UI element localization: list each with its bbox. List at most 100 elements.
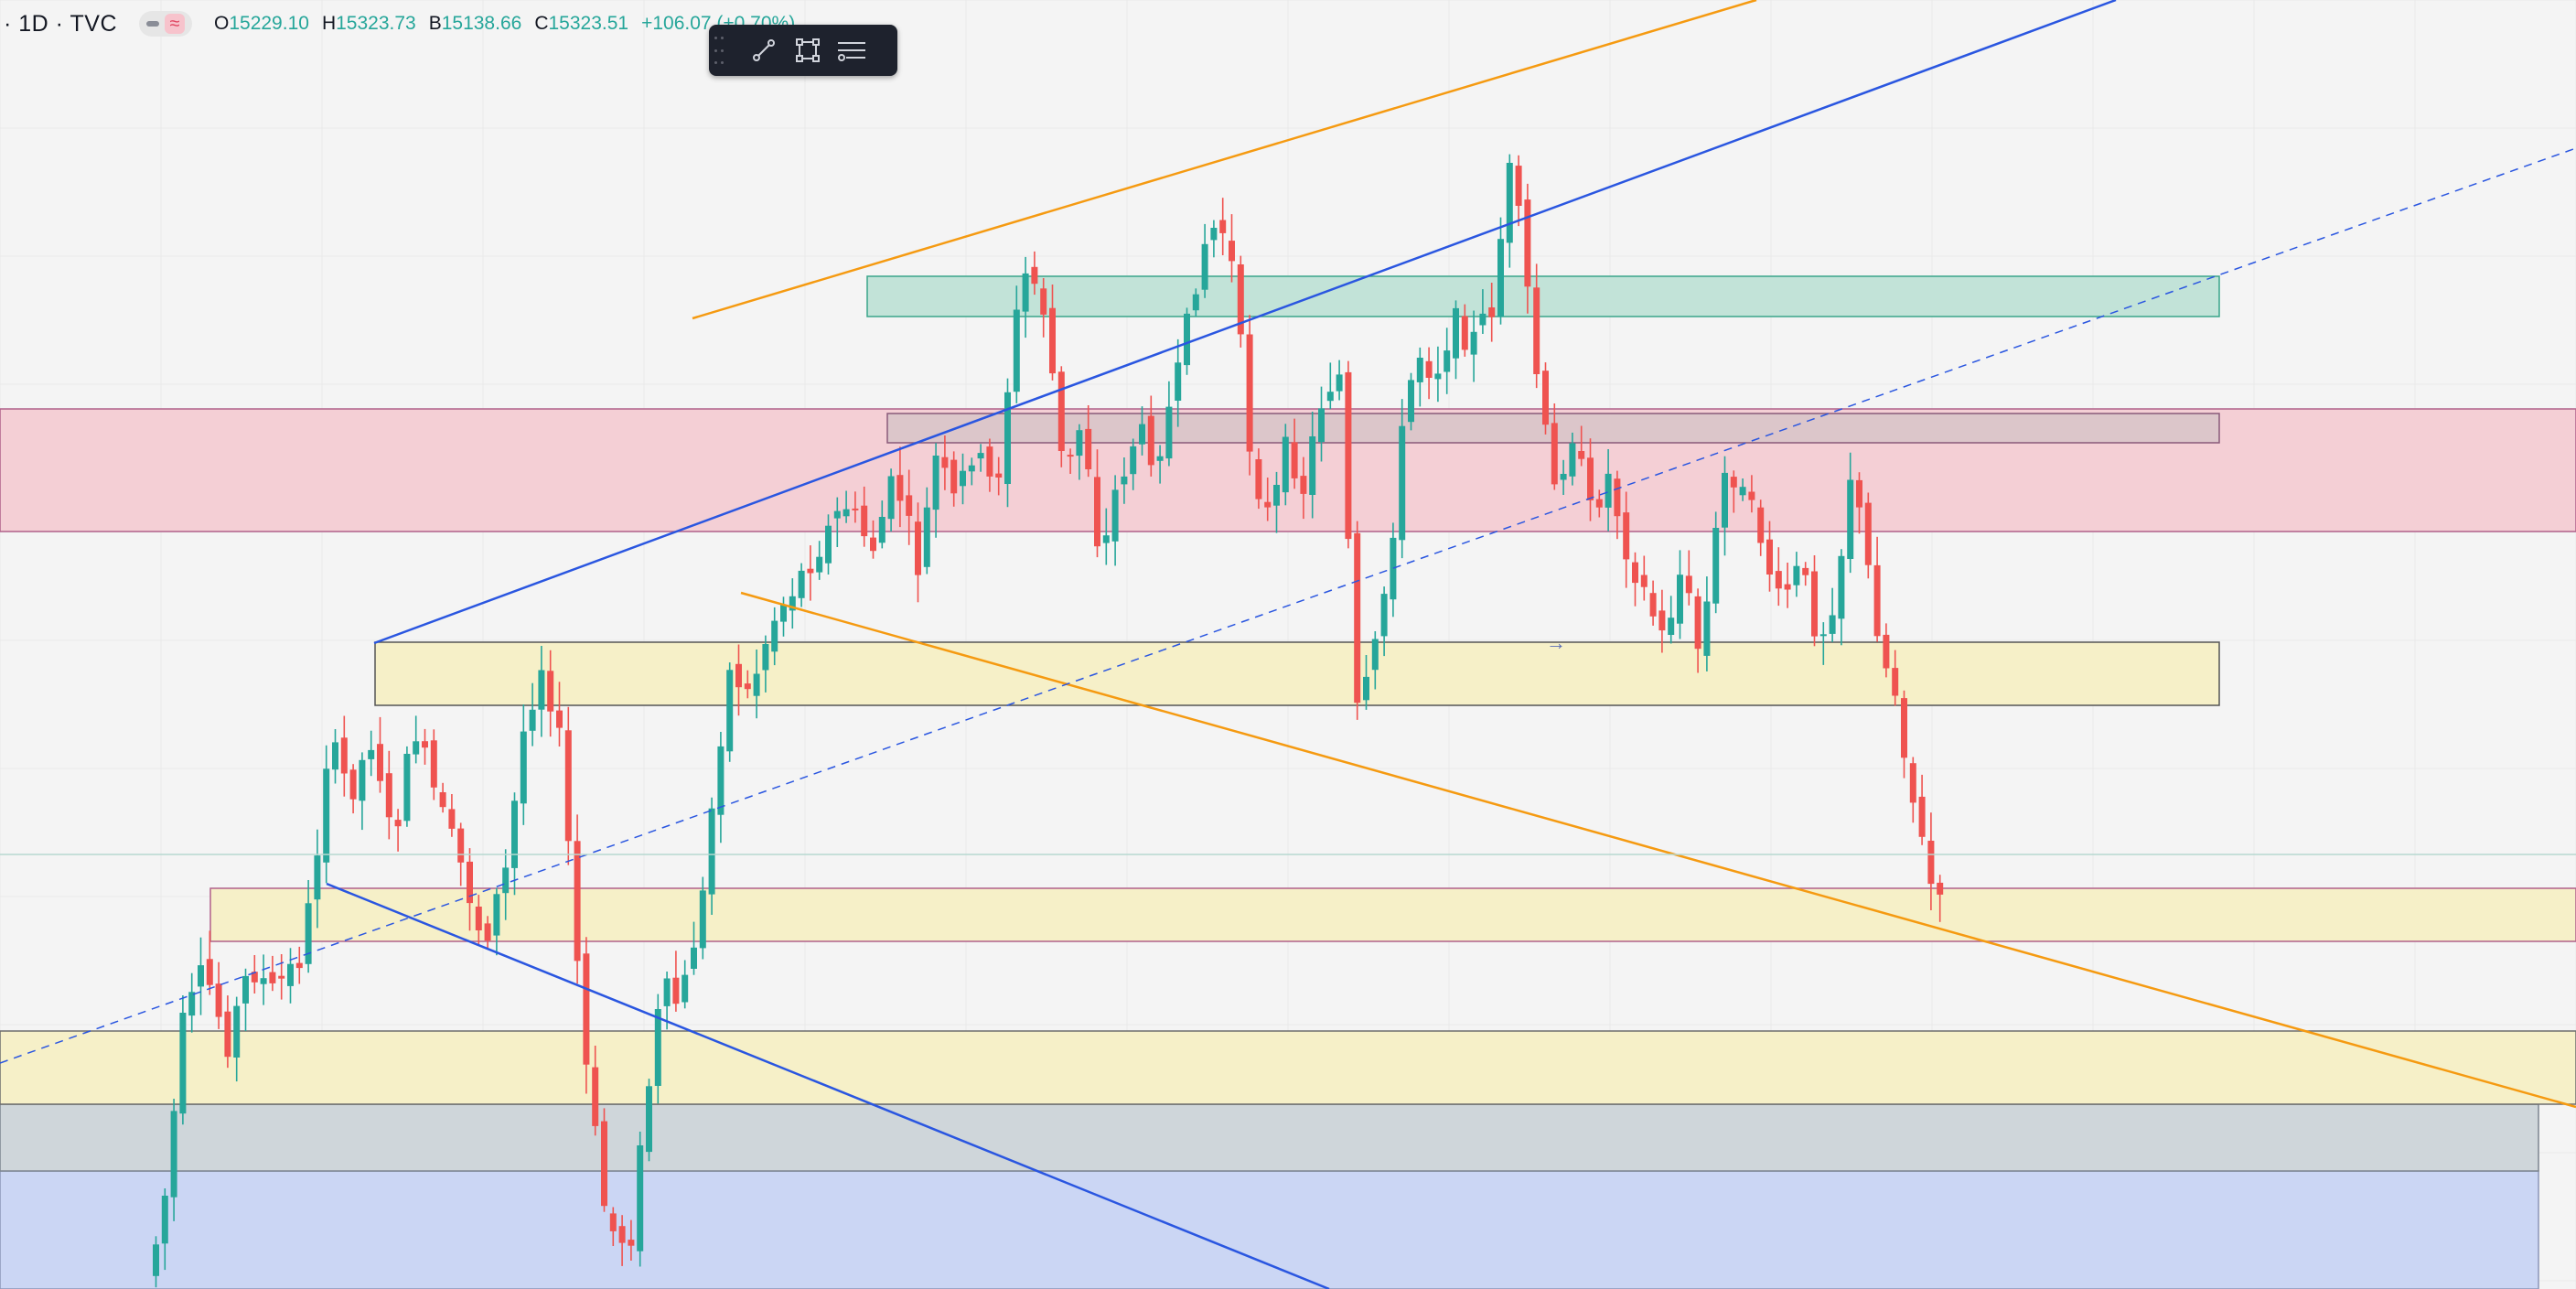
candle-body bbox=[1229, 241, 1235, 262]
zone-yellow-mid[interactable] bbox=[209, 887, 2576, 942]
candle-body bbox=[1515, 166, 1522, 206]
candle-body bbox=[359, 759, 366, 801]
candle-body bbox=[1551, 423, 1558, 485]
candle-body bbox=[1102, 535, 1110, 543]
candle-body bbox=[1909, 763, 1916, 803]
candle-body bbox=[1927, 841, 1935, 885]
candle-body bbox=[789, 596, 796, 611]
candle-body bbox=[771, 620, 778, 652]
candle-body bbox=[950, 459, 958, 494]
trend-line-button[interactable] bbox=[742, 28, 786, 72]
candle-body bbox=[1067, 455, 1074, 457]
candle-body bbox=[1748, 491, 1755, 500]
candle-body bbox=[825, 525, 832, 564]
candle-body bbox=[1461, 316, 1468, 350]
candle-body bbox=[251, 972, 258, 983]
candle-body bbox=[332, 742, 338, 770]
candle-body bbox=[609, 1213, 617, 1231]
candle-body bbox=[1434, 373, 1442, 380]
candle-body bbox=[1165, 406, 1173, 459]
candle-body bbox=[1219, 220, 1227, 233]
candle-body bbox=[1775, 571, 1782, 589]
candle-body bbox=[1130, 446, 1137, 475]
candle-body bbox=[1533, 287, 1540, 374]
ohlc-open: O15229.10 bbox=[214, 13, 309, 34]
rectangle-button[interactable] bbox=[786, 28, 830, 72]
candle-body bbox=[1416, 358, 1423, 382]
candle-body bbox=[556, 710, 563, 728]
candle-body bbox=[1901, 698, 1907, 758]
candle-body bbox=[1300, 476, 1307, 494]
zone-yellow-upper[interactable] bbox=[374, 641, 2220, 706]
candle-body bbox=[1668, 618, 1675, 635]
candle-body bbox=[1175, 362, 1182, 401]
candle-body bbox=[995, 473, 1003, 478]
candle-body bbox=[735, 663, 742, 688]
zone-green-top[interactable] bbox=[866, 275, 2220, 317]
candle-body bbox=[1578, 451, 1585, 459]
candle-body bbox=[1094, 477, 1100, 547]
candle-body bbox=[682, 974, 689, 1003]
candle-body bbox=[1147, 415, 1154, 466]
candle-body bbox=[413, 741, 420, 755]
trend-line-icon bbox=[753, 39, 775, 61]
candle-body bbox=[1649, 593, 1657, 617]
candle-body bbox=[1040, 288, 1047, 315]
candle-body bbox=[1605, 473, 1612, 508]
candle-body bbox=[861, 505, 868, 537]
candle-body bbox=[1685, 575, 1692, 594]
candle-body bbox=[1085, 428, 1092, 469]
candles-layer bbox=[153, 154, 1944, 1288]
candle-body bbox=[529, 709, 536, 731]
candle-body bbox=[484, 923, 491, 941]
candle-body bbox=[188, 992, 196, 1016]
settings-lines-button[interactable] bbox=[830, 28, 874, 72]
candle-body bbox=[206, 959, 213, 985]
candle-body bbox=[1766, 539, 1773, 575]
candle-body bbox=[538, 670, 545, 710]
rectangle-icon bbox=[796, 38, 820, 62]
orange-upper-trend-line[interactable] bbox=[692, 0, 1757, 320]
candle-body bbox=[1111, 489, 1119, 542]
candle-body bbox=[457, 828, 465, 863]
candle-body bbox=[377, 744, 383, 781]
candle-body bbox=[1345, 371, 1352, 540]
ohlc-close: C15323.51 bbox=[534, 13, 629, 34]
candle-body bbox=[1057, 371, 1065, 451]
candle-body bbox=[1237, 264, 1244, 335]
candle-body bbox=[161, 1196, 168, 1244]
candle-body bbox=[1712, 528, 1720, 604]
candle-body bbox=[753, 673, 760, 696]
blue-upper-trend-line[interactable] bbox=[373, 0, 2117, 645]
candle-body bbox=[467, 861, 473, 904]
candle-body bbox=[637, 1145, 644, 1251]
candle-body bbox=[986, 446, 993, 477]
symbol-label[interactable]: · 1D · TVC bbox=[4, 10, 117, 37]
zone-gray-bottom[interactable] bbox=[0, 1103, 2539, 1172]
ohlc-high: H15323.73 bbox=[321, 13, 416, 34]
drag-handle-icon[interactable] bbox=[714, 37, 727, 64]
candle-body bbox=[1408, 380, 1414, 423]
approx-icon: ≈ bbox=[165, 14, 185, 34]
candle-body bbox=[691, 947, 697, 969]
candle-body bbox=[915, 521, 921, 575]
candle-body bbox=[1677, 575, 1683, 624]
drawing-toolbar[interactable] bbox=[709, 25, 897, 76]
blue-dashed-trend-line[interactable] bbox=[0, 147, 2576, 1064]
blue-lower-trend-line[interactable] bbox=[326, 882, 1330, 1289]
indicator-pill[interactable]: ≈ bbox=[139, 11, 192, 37]
candle-body bbox=[583, 953, 590, 1065]
candle-body bbox=[780, 605, 787, 622]
candle-body bbox=[1192, 294, 1199, 311]
candle-body bbox=[215, 983, 222, 1017]
candle-body bbox=[1076, 430, 1083, 457]
candle-body bbox=[1793, 565, 1800, 585]
candle-body bbox=[1380, 594, 1388, 637]
zone-yellow-low[interactable] bbox=[0, 1030, 2576, 1105]
candle-body bbox=[1156, 456, 1164, 461]
zone-blue-bottom[interactable] bbox=[0, 1170, 2539, 1289]
orange-lower-trend-line[interactable] bbox=[740, 591, 2576, 1109]
